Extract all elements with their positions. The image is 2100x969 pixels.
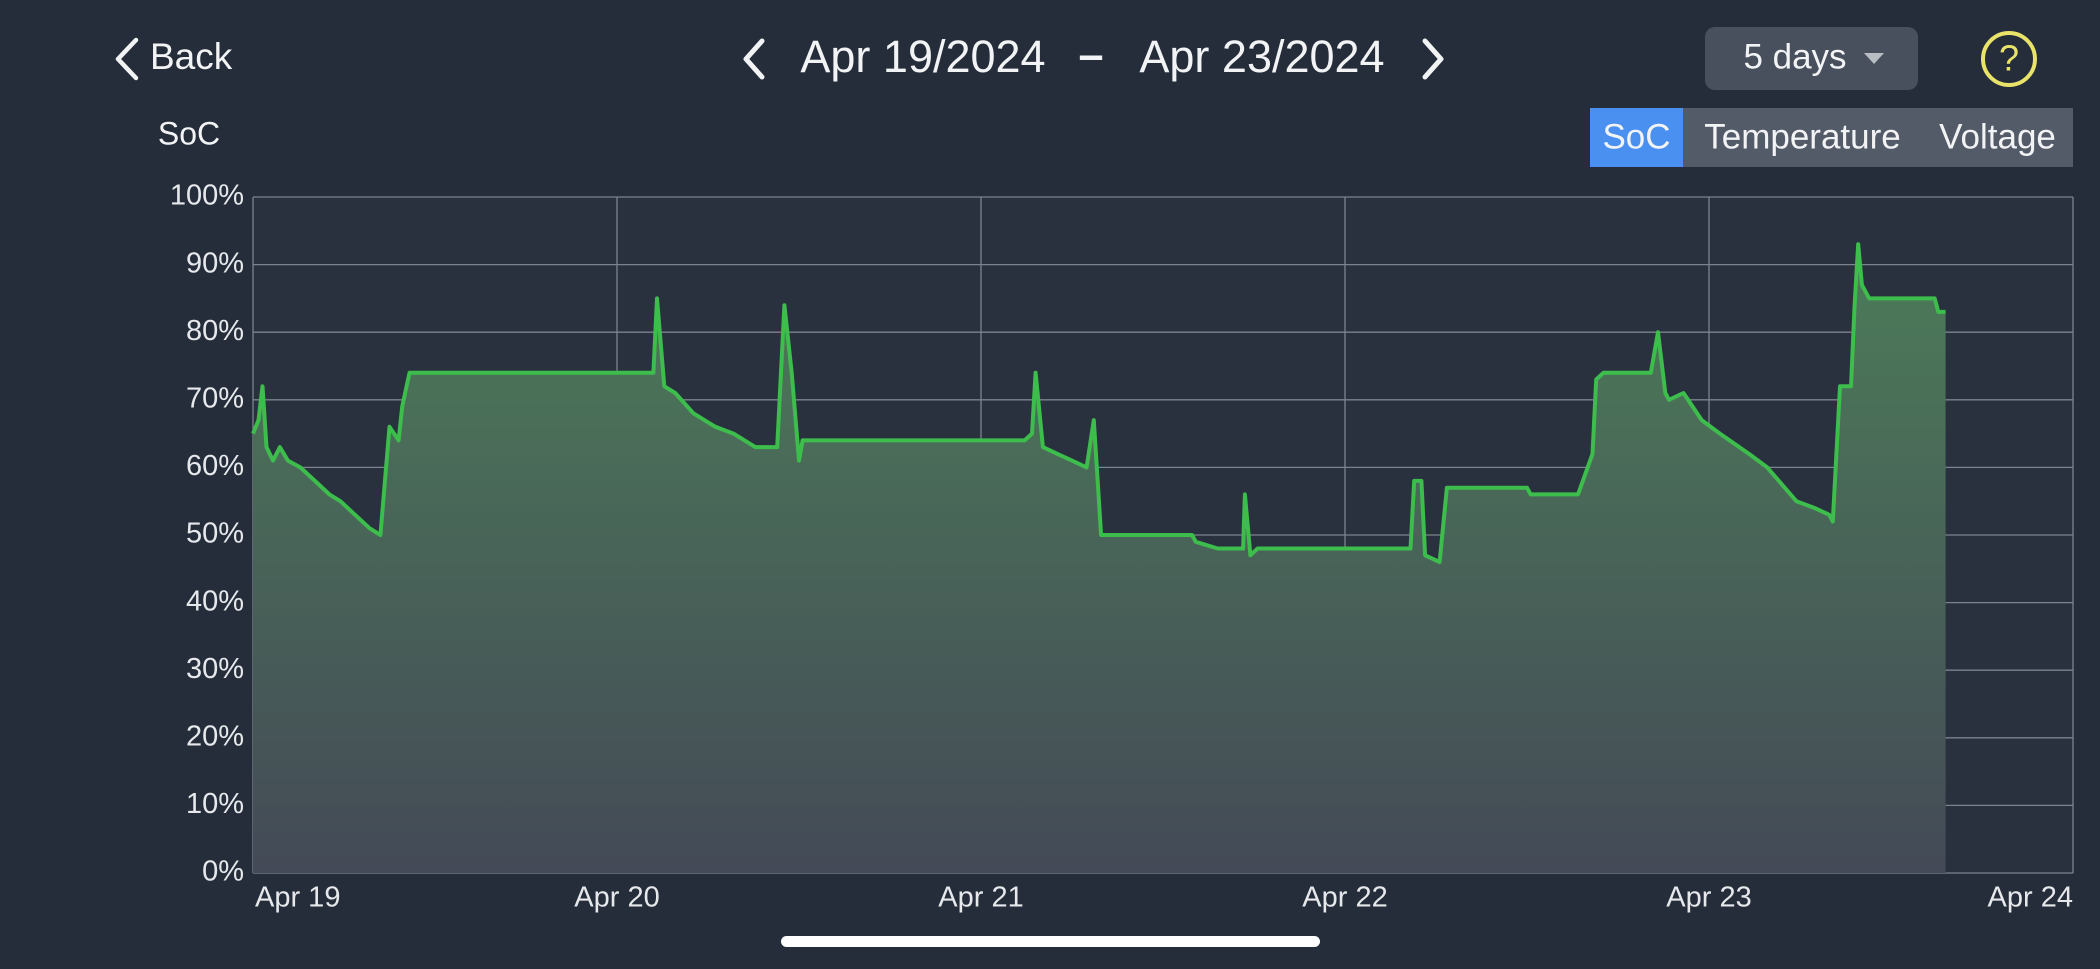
y-tick-label: 100% (170, 180, 244, 212)
range-separator: – (1078, 29, 1103, 80)
y-tick-label: 10% (186, 788, 244, 820)
help-circle (1981, 31, 2037, 87)
help-button[interactable]: ? (1981, 31, 2037, 87)
y-axis-label: SoC (158, 115, 220, 151)
x-tick-label: Apr 22 (1302, 882, 1387, 914)
dropdown-arrow (1864, 53, 1884, 64)
next-range[interactable] (1422, 38, 1444, 80)
tab-label: Voltage (1939, 117, 2056, 156)
prev-range[interactable] (743, 38, 765, 80)
tab-background (1590, 108, 1683, 167)
dropdown-box (1705, 27, 1918, 90)
y-tick-label: 50% (186, 518, 244, 550)
metric-tab[interactable]: SoC (1590, 108, 1683, 167)
range-start: Apr 19/2024 (800, 31, 1045, 82)
tab-label: Temperature (1704, 117, 1900, 156)
range-end: Apr 23/2024 (1139, 31, 1384, 82)
y-tick-label: 90% (186, 247, 244, 279)
help-mark: ? (1999, 38, 2019, 79)
y-tick-label: 0% (202, 856, 244, 888)
period-dropdown[interactable]: 5 days (1705, 27, 1918, 90)
back-chevron (115, 37, 139, 81)
metric-tab[interactable]: Temperature (1683, 108, 1922, 167)
back-label: Back (150, 36, 233, 77)
home-indicator (781, 936, 1320, 947)
x-tick-label: Apr 19 (255, 882, 340, 914)
y-tick-label: 80% (186, 315, 244, 347)
y-tick-label: 30% (186, 653, 244, 685)
tab-background (1683, 108, 1922, 167)
y-tick-label: 60% (186, 450, 244, 482)
tab-background (1922, 108, 2073, 167)
metric-tabs: SoC Temperature Voltage (1590, 108, 2073, 167)
back-button[interactable]: Back (115, 36, 233, 81)
x-tick-label: Apr 23 (1666, 882, 1751, 914)
chart: 0% 10% 20% 30% 40% 50% 60% 70% 80% 90% 100% Apr 19 A… (170, 180, 2074, 914)
soc-line (251, 242, 1946, 564)
period-label: 5 days (1743, 37, 1846, 76)
area (253, 244, 1946, 874)
tab-label: SoC (1602, 117, 1670, 156)
x-tick-label: Apr 20 (574, 882, 659, 914)
y-tick-label: 20% (186, 720, 244, 752)
y-tick-label: 70% (186, 382, 244, 414)
x-tick-label: Apr 24 (1988, 882, 2073, 914)
x-tick-label: Apr 21 (938, 882, 1023, 914)
metric-tab[interactable]: Voltage (1922, 108, 2073, 167)
y-tick-label: 40% (186, 585, 244, 617)
